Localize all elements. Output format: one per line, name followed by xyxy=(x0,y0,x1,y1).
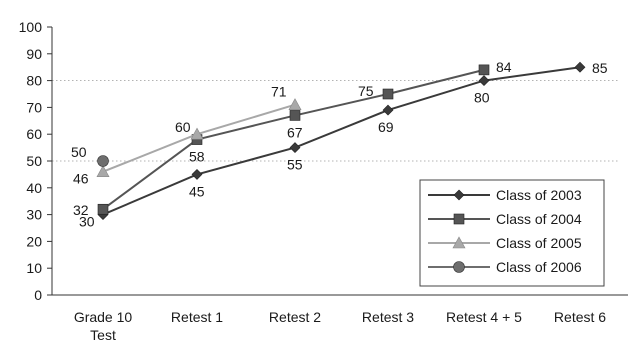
data-label: 32 xyxy=(73,202,89,218)
data-point-marker xyxy=(382,88,394,100)
x-tick-label-line: Retest 2 xyxy=(269,309,321,325)
data-label: 85 xyxy=(592,60,608,76)
data-point-marker xyxy=(96,165,110,178)
data-label: 58 xyxy=(189,149,205,165)
y-tick-label: 90 xyxy=(26,46,42,62)
data-point-marker xyxy=(288,98,302,111)
legend-entry-label: Class of 2005 xyxy=(496,235,582,251)
x-tick-label: Grade 10 Test xyxy=(74,309,133,343)
legend-swatch-marker xyxy=(453,213,465,225)
data-point-marker xyxy=(190,127,204,140)
x-tick-label-line: Retest 4 + 5 xyxy=(446,309,522,325)
y-tick-label: 80 xyxy=(26,73,42,89)
legend-entry-label: Class of 2004 xyxy=(496,211,582,227)
y-tick-label: 0 xyxy=(34,287,42,303)
x-tick-label: Retest 1 xyxy=(171,309,223,325)
x-tick-label-line: Grade 10 xyxy=(74,309,133,325)
x-tick-label-line: Test xyxy=(90,327,116,343)
data-point-marker xyxy=(191,168,203,180)
x-tick-label: Retest 4 + 5 xyxy=(446,309,522,325)
data-label: 46 xyxy=(73,171,89,187)
x-tick-label-line: Retest 6 xyxy=(554,309,606,325)
data-point-marker xyxy=(97,203,109,215)
y-tick-label: 30 xyxy=(26,207,42,223)
data-labels: 30 45 55 69 80 85 32 58 67 75 84 46 60 71 50 xyxy=(71,59,608,230)
data-label: 45 xyxy=(189,183,205,199)
x-tick-label-line: Retest 1 xyxy=(171,309,223,325)
y-tick-label: 20 xyxy=(26,233,42,249)
x-tick-label: Retest 6 xyxy=(554,309,606,325)
y-tick-label: 10 xyxy=(26,260,42,276)
data-label: 71 xyxy=(271,84,287,100)
legend-entry-label: Class of 2003 xyxy=(496,187,582,203)
x-tick-label: Retest 2 xyxy=(269,309,321,325)
axes: 0 10 20 30 40 50 60 70 80 90 100 Grade 10 Test Retest… xyxy=(19,19,628,343)
grid-lines xyxy=(52,80,620,162)
data-label: 50 xyxy=(71,144,87,160)
legend-box xyxy=(419,179,605,287)
data-point-marker xyxy=(478,75,490,87)
y-tick-label: 100 xyxy=(19,19,43,35)
data-label: 55 xyxy=(287,157,303,173)
data-label: 80 xyxy=(474,90,490,106)
legend-swatch-marker xyxy=(453,261,465,273)
data-label: 60 xyxy=(175,119,191,135)
legend-entry-label: Class of 2006 xyxy=(496,259,582,275)
y-tick-label: 50 xyxy=(26,153,42,169)
data-label: 67 xyxy=(287,124,303,140)
series-lines xyxy=(96,61,586,221)
legend-swatch-marker xyxy=(452,236,466,249)
data-point-marker xyxy=(478,64,490,76)
data-point-marker xyxy=(382,104,394,116)
data-label: 30 xyxy=(79,214,95,230)
data-point-marker xyxy=(289,110,301,121)
data-point-marker xyxy=(289,142,301,154)
data-point-marker xyxy=(97,155,109,167)
data-label: 75 xyxy=(358,83,374,99)
data-point-marker xyxy=(574,61,586,73)
data-label: 84 xyxy=(496,59,512,75)
y-tick-label: 70 xyxy=(26,99,42,115)
x-tick-label: Retest 3 xyxy=(362,309,414,325)
y-tick-label: 40 xyxy=(26,180,42,196)
data-label: 69 xyxy=(378,119,394,135)
x-tick-label-line: Retest 3 xyxy=(362,309,414,325)
legend: Class of 2003 Class of 2004 Class of 2005 C… xyxy=(419,179,605,287)
y-tick-label: 60 xyxy=(26,126,42,142)
series-line-1 xyxy=(102,66,581,216)
legend-swatch-marker xyxy=(453,189,465,201)
